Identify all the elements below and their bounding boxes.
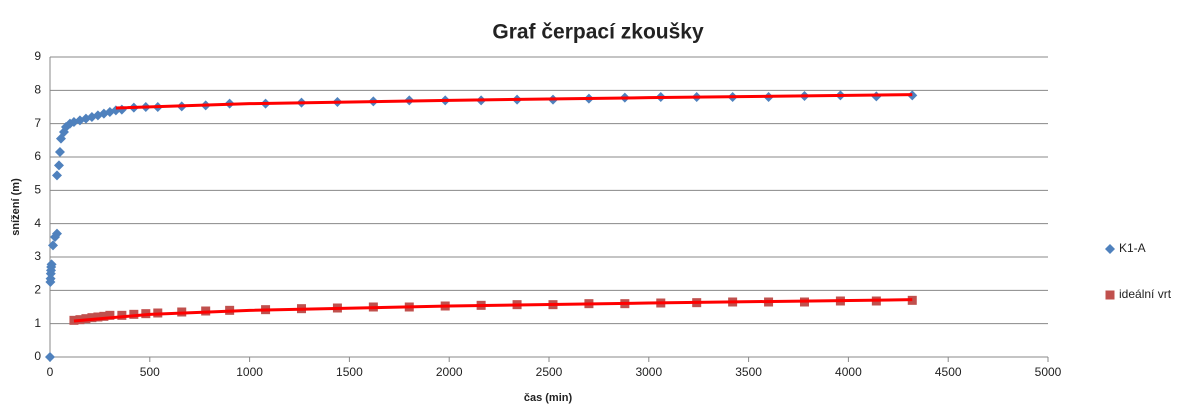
data-point [47,240,58,251]
data-point [53,160,64,171]
data-point [54,147,65,157]
legend-marker [1105,244,1115,254]
y-tick-label: 4 [34,216,41,230]
data-point [46,259,57,270]
x-tick-label: 4500 [935,365,962,379]
y-tick-label: 2 [34,283,41,297]
x-axis-title: čas (min) [524,392,573,404]
data-point [99,311,109,321]
legend-marker [1105,290,1115,300]
y-tick-label: 5 [34,183,41,197]
data-point [45,352,55,362]
data-point [116,104,127,115]
y-tick-label: 0 [34,349,41,363]
x-tick-label: 2000 [436,365,463,379]
y-tick-label: 3 [34,249,41,263]
x-tick-label: 3000 [635,365,662,379]
x-tick-label: 2500 [536,365,563,379]
data-point [105,310,115,320]
x-tick-label: 0 [47,365,54,379]
y-tick-label: 9 [34,49,41,63]
y-tick-label: 1 [34,316,41,330]
y-axis-title: snížení (m) [10,178,22,236]
y-tick-label: 7 [34,116,41,130]
data-point [51,228,62,239]
trendline [115,93,913,110]
legend-label: K1-A [1119,241,1146,255]
y-tick-label: 6 [34,149,41,163]
x-tick-label: 5000 [1035,365,1062,379]
legend-label: ideální vrt [1119,287,1172,301]
x-tick-label: 1000 [236,365,263,379]
x-tick-label: 1500 [336,365,363,379]
trendline [73,298,913,323]
y-tick-label: 8 [34,83,41,97]
x-tick-label: 3500 [735,365,762,379]
data-point [87,313,97,323]
data-point [51,170,62,181]
chart-title: Graf čerpací zkoušky [492,21,704,44]
x-tick-label: 500 [140,365,160,379]
data-point [93,312,103,322]
x-tick-label: 4000 [835,365,862,379]
